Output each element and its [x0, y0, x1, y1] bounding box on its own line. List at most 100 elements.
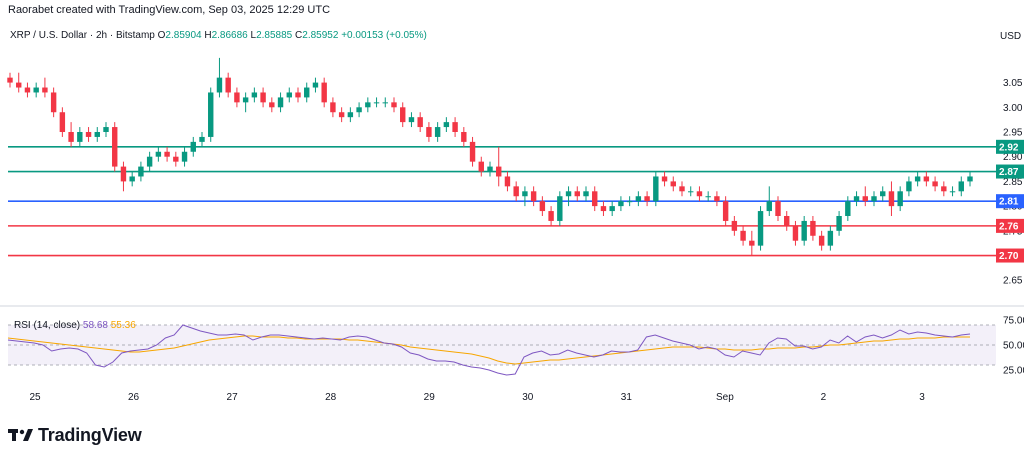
candle-body	[208, 92, 214, 137]
candle-body	[347, 112, 354, 118]
candle-body	[670, 181, 676, 187]
candle-body	[68, 132, 74, 142]
candle-body	[155, 151, 162, 157]
candle-body	[173, 156, 179, 162]
candle-body	[190, 141, 196, 152]
candle-body	[609, 206, 615, 212]
candle-body	[373, 102, 380, 104]
rsi-ma-line	[7, 335, 970, 365]
candle-body	[103, 127, 109, 132]
candle-body	[443, 122, 450, 128]
candle-body	[583, 191, 589, 197]
candle-body	[391, 102, 397, 108]
change-value: +0.00153 (+0.05%)	[341, 30, 427, 41]
candle-body	[618, 201, 624, 207]
candle-body	[94, 132, 100, 137]
candle-body	[129, 176, 135, 182]
level-label: 2.81	[999, 197, 1019, 208]
candle-body	[644, 196, 650, 202]
candle-body	[112, 127, 118, 167]
candle-body	[600, 206, 607, 212]
candle-body	[33, 87, 39, 93]
candle-body	[434, 127, 441, 137]
level-badge	[996, 218, 1024, 233]
candle-body	[548, 211, 554, 221]
candle-body	[967, 176, 973, 182]
rsi-label: RSI (14, close)	[14, 320, 81, 331]
tradingview-logo-icon	[8, 429, 33, 441]
level-badge	[996, 164, 1024, 179]
candle-body	[853, 196, 860, 202]
candle-body	[216, 77, 223, 93]
candle-body	[888, 191, 895, 207]
candles	[7, 57, 973, 256]
rsi-tick-label: 50.00	[1003, 341, 1024, 352]
candle-body	[59, 112, 66, 132]
candle-body	[906, 181, 912, 192]
candle-body	[356, 107, 362, 113]
time-tick-label: 31	[621, 392, 633, 403]
time-tick-label: 3	[919, 392, 925, 403]
candle-body	[260, 92, 266, 103]
candle-body	[461, 132, 467, 142]
candle-body	[696, 191, 703, 197]
candle-body	[932, 181, 938, 187]
candle-body	[164, 151, 170, 157]
rsi-ma-value: 55.36	[110, 320, 136, 331]
candle-body	[810, 220, 816, 236]
candle-body	[923, 176, 930, 182]
candle-body	[626, 201, 633, 203]
price-tick-label: 3.05	[1003, 78, 1023, 89]
candle-body	[120, 166, 127, 182]
candle-body	[400, 107, 406, 123]
price-tick-label: 3.00	[1003, 103, 1023, 114]
level-label: 2.87	[999, 167, 1019, 178]
time-tick-label: 26	[128, 392, 140, 403]
time-tick-label: 2	[821, 392, 827, 403]
candle-body	[679, 186, 685, 192]
candle-body	[7, 77, 13, 83]
candle-body	[199, 136, 205, 142]
candle-body	[592, 191, 598, 207]
candle-body	[85, 132, 92, 137]
candle-body	[330, 102, 336, 113]
candle-body	[827, 230, 834, 246]
candle-body	[251, 92, 258, 98]
candle-body	[138, 166, 144, 177]
candle-body	[181, 151, 188, 162]
candle-body	[722, 201, 729, 221]
open-label: O	[157, 30, 166, 41]
candle-body	[539, 201, 546, 212]
level-label: 2.92	[999, 142, 1019, 153]
candle-body	[792, 225, 799, 241]
time-axis[interactable]: 25 26 27 28 29 30 31 Sep 2 3	[29, 392, 925, 403]
candle-body	[225, 77, 231, 93]
candle-body	[818, 235, 825, 246]
candle-body	[286, 92, 292, 98]
candle-body	[77, 132, 83, 142]
candle-body	[635, 196, 642, 202]
candle-body	[757, 211, 764, 246]
candle-body	[312, 82, 319, 88]
chart-attribution: Raorabet created with TradingView.com, S…	[8, 4, 331, 16]
rsi-legend: RSI (14, close) 58.68 55.36	[14, 320, 136, 331]
candle-body	[504, 176, 511, 187]
tradingview-wordmark: TradingView	[38, 424, 142, 445]
rsi-tick-label: 75.00	[1003, 316, 1024, 327]
candle-body	[496, 166, 502, 177]
candle-body	[836, 216, 842, 231]
rsi-value: 58.68	[82, 320, 108, 331]
level-label: 2.76	[999, 221, 1019, 232]
candle-body	[845, 201, 851, 216]
open-value: 2.85904	[165, 30, 202, 41]
candle-body	[749, 240, 755, 246]
time-tick-label: 29	[424, 392, 436, 403]
currency-button[interactable]: USD	[1000, 28, 1024, 44]
rsi-tick-label: 25.00	[1003, 366, 1024, 377]
candle-body	[871, 196, 877, 202]
candle-body	[565, 191, 572, 197]
candle-body	[295, 92, 301, 98]
candle-body	[897, 191, 903, 207]
high-value: 2.86686	[211, 30, 248, 41]
